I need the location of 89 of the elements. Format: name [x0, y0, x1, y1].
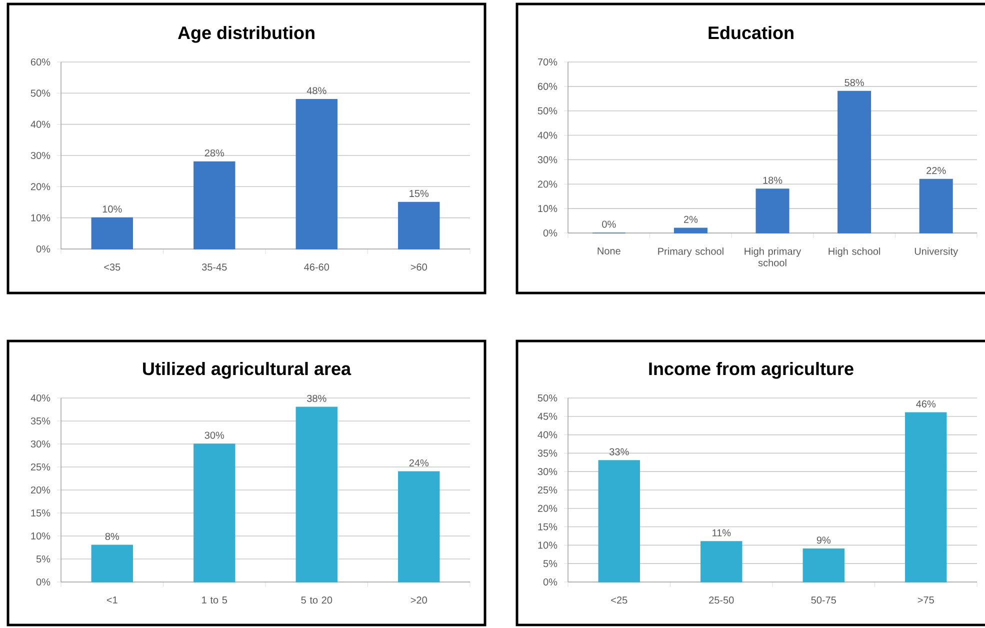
- data-label: 2%: [684, 216, 698, 223]
- y-tick-label: 0%: [36, 578, 50, 586]
- data-label: 30%: [204, 432, 224, 439]
- x-tick-label: 1 to 5: [202, 596, 228, 604]
- y-tick-label: 35%: [30, 417, 50, 425]
- data-label: 9%: [816, 536, 831, 544]
- y-tick-label: 20%: [30, 486, 50, 494]
- x-tick-label: <1: [106, 596, 118, 604]
- y-tick-label: 0%: [543, 578, 558, 586]
- data-label: 11%: [712, 529, 731, 536]
- x-tick-label: None: [598, 248, 620, 254]
- bar: [398, 471, 440, 582]
- x-tick-label: 46-60: [304, 264, 330, 271]
- data-label: 46%: [916, 400, 936, 408]
- y-tick-label: 25%: [538, 486, 558, 494]
- y-tick-label: 30%: [538, 156, 558, 164]
- y-tick-label: 5%: [543, 560, 558, 568]
- y-tick-label: 40%: [30, 394, 50, 402]
- chart-title: Income from agriculture: [649, 362, 854, 379]
- x-tick-label: University: [914, 248, 958, 257]
- y-tick-label: 45%: [538, 412, 558, 420]
- x-tick-label: >60: [410, 264, 427, 271]
- data-label: 18%: [763, 176, 782, 184]
- bar: [919, 178, 953, 234]
- bar: [91, 217, 133, 250]
- data-label: 48%: [306, 87, 326, 94]
- bar: [296, 98, 338, 250]
- chart-title: Utilized agricultural area: [143, 362, 352, 379]
- x-tick-label: High primary school: [744, 248, 802, 266]
- data-label: 10%: [102, 206, 122, 213]
- y-tick-label: 15%: [538, 523, 558, 530]
- bar: [398, 202, 440, 250]
- y-tick-label: 25%: [30, 463, 50, 471]
- x-tick-label: Primary school: [658, 248, 724, 257]
- y-tick-label: 50%: [538, 394, 558, 402]
- y-tick-label: 40%: [538, 132, 558, 139]
- y-tick-label: 0%: [543, 229, 558, 237]
- x-tick-label: 5 to 20: [301, 596, 332, 604]
- bar: [194, 161, 236, 250]
- data-label: 8%: [105, 532, 120, 540]
- y-tick-label: 40%: [538, 431, 558, 438]
- y-tick-label: 30%: [30, 152, 50, 160]
- bar: [91, 544, 133, 582]
- y-tick-label: 30%: [30, 440, 50, 448]
- data-label: 0%: [602, 220, 616, 228]
- y-tick-label: 20%: [538, 504, 558, 512]
- chart-title: Age distribution: [178, 26, 314, 43]
- x-tick-label: 35-45: [202, 264, 227, 271]
- y-tick-label: 20%: [538, 180, 558, 188]
- x-tick-label: 25-50: [709, 596, 734, 604]
- y-tick-label: 60%: [30, 58, 50, 66]
- data-label: 22%: [926, 167, 946, 174]
- x-tick-label: High school: [828, 248, 880, 257]
- y-tick-label: 15%: [31, 509, 50, 516]
- y-tick-label: 20%: [30, 183, 50, 190]
- data-label: 15%: [410, 190, 429, 198]
- bar: [296, 406, 338, 582]
- bar: [838, 90, 872, 234]
- y-tick-label: 50%: [538, 107, 558, 114]
- y-tick-label: 5%: [36, 555, 50, 562]
- bar: [700, 541, 742, 582]
- x-tick-label: <35: [104, 264, 120, 271]
- x-tick-label: >75: [918, 596, 934, 604]
- y-tick-label: 40%: [30, 120, 50, 128]
- x-tick-label: 50-75: [811, 596, 836, 604]
- bar: [674, 228, 708, 234]
- y-tick-label: 35%: [538, 450, 558, 457]
- bar: [756, 188, 790, 234]
- data-label: 38%: [307, 394, 326, 402]
- data-label: 33%: [610, 448, 629, 456]
- data-label: 28%: [204, 149, 224, 157]
- y-tick-label: 0%: [36, 245, 50, 253]
- y-tick-label: 10%: [31, 532, 50, 540]
- data-label: 24%: [409, 459, 429, 466]
- y-tick-label: 60%: [538, 82, 558, 90]
- x-tick-label: <25: [611, 596, 628, 604]
- y-tick-label: 10%: [31, 214, 50, 222]
- bar: [598, 460, 640, 582]
- x-tick-label: >20: [410, 596, 427, 604]
- y-tick-label: 10%: [538, 542, 558, 549]
- y-tick-label: 30%: [538, 468, 558, 476]
- bar: [194, 444, 236, 582]
- data-label: 58%: [844, 79, 864, 86]
- y-tick-label: 70%: [538, 58, 558, 66]
- bar: [905, 412, 947, 582]
- chart-title: Education: [708, 26, 794, 40]
- bar: [802, 548, 844, 582]
- y-tick-label: 10%: [538, 205, 558, 212]
- y-tick-label: 50%: [30, 90, 50, 97]
